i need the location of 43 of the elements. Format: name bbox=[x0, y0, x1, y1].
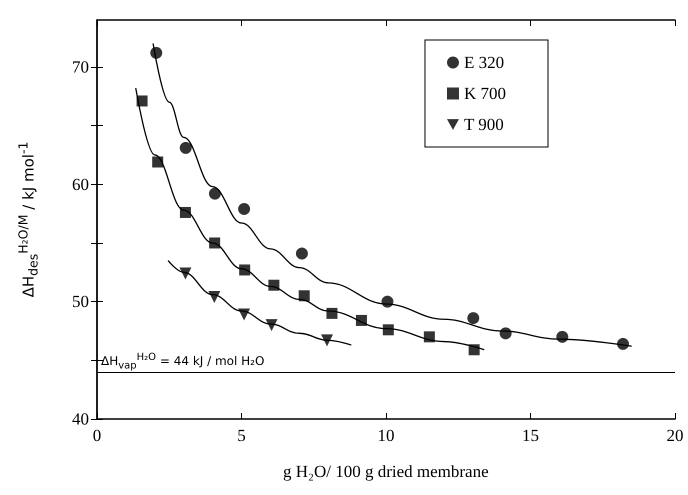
legend-label: K 700 bbox=[464, 84, 506, 103]
legend-label: T 900 bbox=[464, 115, 504, 134]
line-series bbox=[167, 260, 352, 346]
point bbox=[500, 327, 512, 340]
y-tick-label: 60 bbox=[72, 174, 89, 194]
point bbox=[239, 264, 250, 276]
y-tick-label: 50 bbox=[72, 292, 89, 312]
x-axis-title: g H₂O/ 100 g dried membrane bbox=[283, 462, 489, 482]
x-tick-label: 20 bbox=[666, 426, 684, 445]
x-tick-label: 5 bbox=[237, 426, 246, 445]
point bbox=[179, 267, 192, 280]
point bbox=[136, 95, 148, 106]
point bbox=[208, 188, 221, 200]
point bbox=[298, 290, 310, 302]
point bbox=[424, 331, 435, 342]
x-tick-label: 10 bbox=[378, 426, 394, 445]
point bbox=[238, 202, 250, 215]
point bbox=[381, 296, 394, 308]
point bbox=[556, 330, 568, 343]
point bbox=[382, 324, 394, 336]
point bbox=[616, 338, 629, 350]
legend-label: E 320 bbox=[464, 53, 504, 72]
y-tick-label: 70 bbox=[72, 57, 89, 76]
point bbox=[152, 156, 164, 168]
point bbox=[296, 248, 308, 260]
x-tick-label: 0 bbox=[92, 426, 102, 445]
point bbox=[266, 319, 278, 332]
point bbox=[180, 206, 191, 218]
y-tick-label: 40 bbox=[72, 410, 89, 428]
x-tick-label: 15 bbox=[522, 426, 539, 445]
line-series bbox=[152, 42, 632, 347]
ref-line-label: ΔH$_{vap}$$^{H₂O}$ = 44 kJ / mol H₂O bbox=[101, 352, 264, 372]
point bbox=[208, 290, 220, 303]
point bbox=[209, 237, 220, 248]
point bbox=[238, 308, 250, 321]
point bbox=[321, 334, 334, 346]
point bbox=[180, 142, 192, 154]
point bbox=[467, 312, 480, 324]
point bbox=[268, 280, 280, 291]
point bbox=[356, 314, 367, 326]
point bbox=[468, 344, 480, 356]
point bbox=[326, 308, 338, 319]
point bbox=[150, 46, 162, 59]
